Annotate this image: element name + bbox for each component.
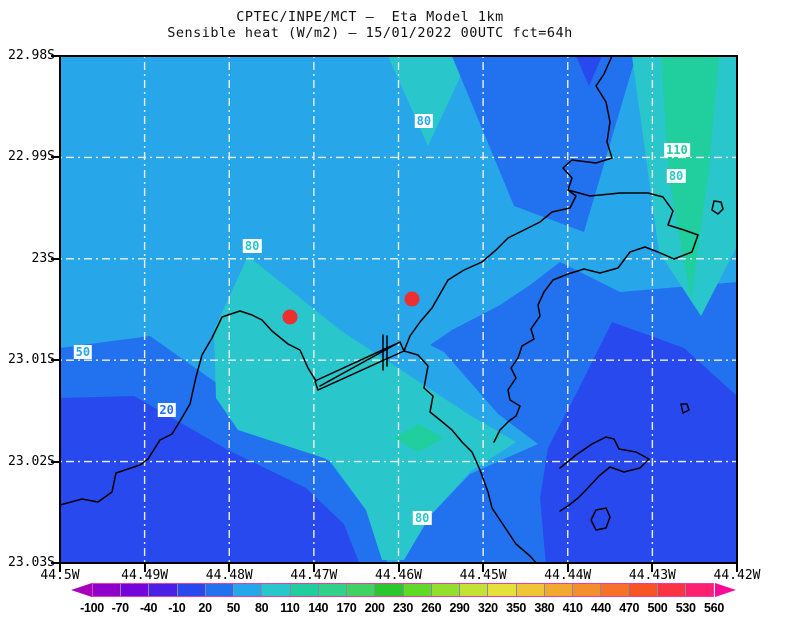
coastline-southeast-peninsula bbox=[559, 436, 650, 512]
fill-region-20-50-north-kite bbox=[452, 56, 636, 232]
lat-tick-label: 23.02S bbox=[8, 453, 55, 469]
contour-label: 80 bbox=[242, 238, 262, 253]
lon-tick-label: 44.44W bbox=[544, 568, 592, 583]
lon-tick-mark bbox=[228, 564, 231, 572]
fill-region-110-140-northeast-wedge bbox=[661, 56, 719, 300]
station-dot bbox=[404, 291, 420, 307]
contour-label: 50 bbox=[73, 345, 93, 360]
lat-tick-label: 22.99S bbox=[8, 149, 55, 165]
lon-tick-mark bbox=[566, 564, 569, 572]
fill-region-80-110-central-band bbox=[214, 256, 516, 560]
lon-tick-label: 44.46W bbox=[375, 568, 422, 583]
lon-tick-label: 44.42W bbox=[713, 568, 761, 583]
lat-tick-mark bbox=[51, 156, 59, 159]
map-frame bbox=[59, 55, 738, 564]
lat-tick-mark bbox=[51, 359, 59, 362]
lon-tick-mark bbox=[143, 564, 146, 572]
lat-tick-mark bbox=[51, 562, 59, 564]
contour-label: 110 bbox=[664, 143, 690, 158]
lon-tick-mark bbox=[736, 564, 738, 572]
lat-tick-mark bbox=[51, 55, 59, 57]
lon-tick-label: 44.45W bbox=[459, 568, 507, 583]
lon-tick-label: 44.48W bbox=[205, 568, 253, 583]
fill-region--10-20-southwest bbox=[60, 396, 360, 563]
lat-tick-label: 23.03S bbox=[8, 555, 55, 570]
lon-tick-mark bbox=[397, 564, 400, 572]
contour-label: 80 bbox=[666, 168, 686, 183]
coastline-west bbox=[60, 310, 317, 506]
lon-tick-mark bbox=[312, 564, 315, 572]
coastline-islet-1 bbox=[680, 403, 690, 414]
fill-region--10-20-southeast bbox=[540, 322, 737, 563]
lat-tick-label: 22.98S bbox=[8, 48, 55, 63]
lon-tick-mark bbox=[59, 564, 61, 572]
lon-tick-label: 44.49W bbox=[121, 568, 169, 583]
lon-tick-label: 44.43W bbox=[628, 568, 676, 583]
contour-label: 20 bbox=[157, 402, 176, 417]
lat-tick-mark bbox=[51, 460, 59, 463]
fill-region--10-20-north-wedge bbox=[576, 56, 602, 86]
lat-tick-label: 23.01S bbox=[8, 352, 55, 368]
fill-regions bbox=[60, 56, 737, 563]
lon-tick-mark bbox=[482, 564, 485, 572]
coastline-central-river bbox=[403, 350, 538, 563]
lon-tick-label: 44.47W bbox=[290, 568, 338, 583]
lon-tick-label: 44.5W bbox=[40, 568, 80, 583]
coastline-islet-2 bbox=[711, 200, 724, 215]
station-dot bbox=[282, 309, 298, 325]
lon-tick-mark bbox=[651, 564, 654, 572]
coastlines bbox=[60, 56, 724, 563]
fill-region-110-140-small-diamond bbox=[394, 424, 444, 452]
contour-label: 80 bbox=[412, 511, 432, 526]
lat-tick-label: 23S bbox=[31, 250, 55, 266]
fill-region-80-110-top-wedge bbox=[388, 56, 470, 146]
coastline-north-border bbox=[403, 56, 613, 352]
lat-tick-mark bbox=[51, 257, 59, 260]
contour-label: 80 bbox=[414, 113, 434, 128]
coastline-east-loop bbox=[493, 189, 699, 443]
chart-subtitle: Sensible heat (W/m2) — 15/01/2022 00UTC … bbox=[167, 25, 573, 41]
coastline-small-lake bbox=[590, 507, 611, 531]
chart-title: CPTEC/INPE/MCT — Eta Model 1km bbox=[236, 9, 504, 25]
